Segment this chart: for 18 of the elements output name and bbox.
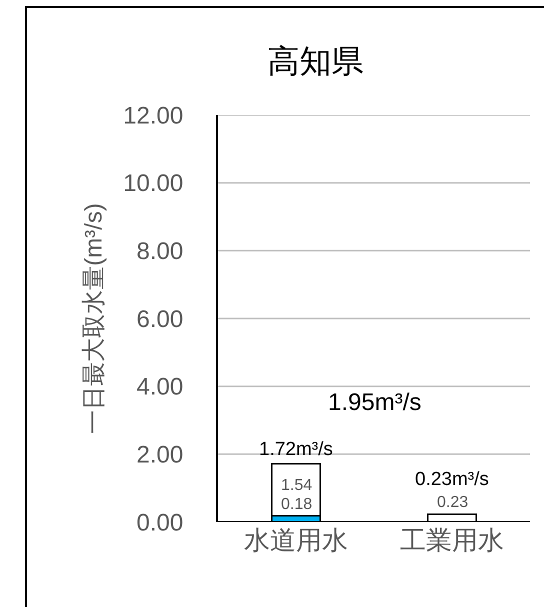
data-label: 1.54 [281, 477, 312, 494]
total-label: 0.23m³/s [415, 469, 489, 490]
data-label: 0.18 [281, 496, 312, 513]
bar [271, 462, 321, 517]
y-axis-title: 一日最大取水量(m³/s) [80, 203, 108, 434]
total-label: 1.72m³/s [259, 439, 333, 460]
annotation: 1.95m³/s [328, 389, 422, 416]
y-tick-label: 6.00 [136, 306, 184, 333]
y-tick-label: 0.00 [136, 509, 184, 536]
chart-title: 高知県 [268, 42, 364, 79]
y-tick-label: 8.00 [136, 238, 184, 266]
y-tick-label: 10.00 [123, 170, 184, 198]
x-tick-label: 水道用水 [244, 525, 348, 555]
y-tick-label: 2.00 [136, 442, 184, 469]
x-tick-label: 工業用水 [400, 525, 504, 555]
data-label: 0.23 [437, 494, 468, 511]
y-tick-label: 12.00 [123, 102, 184, 130]
y-tick-label: 4.00 [136, 374, 184, 401]
